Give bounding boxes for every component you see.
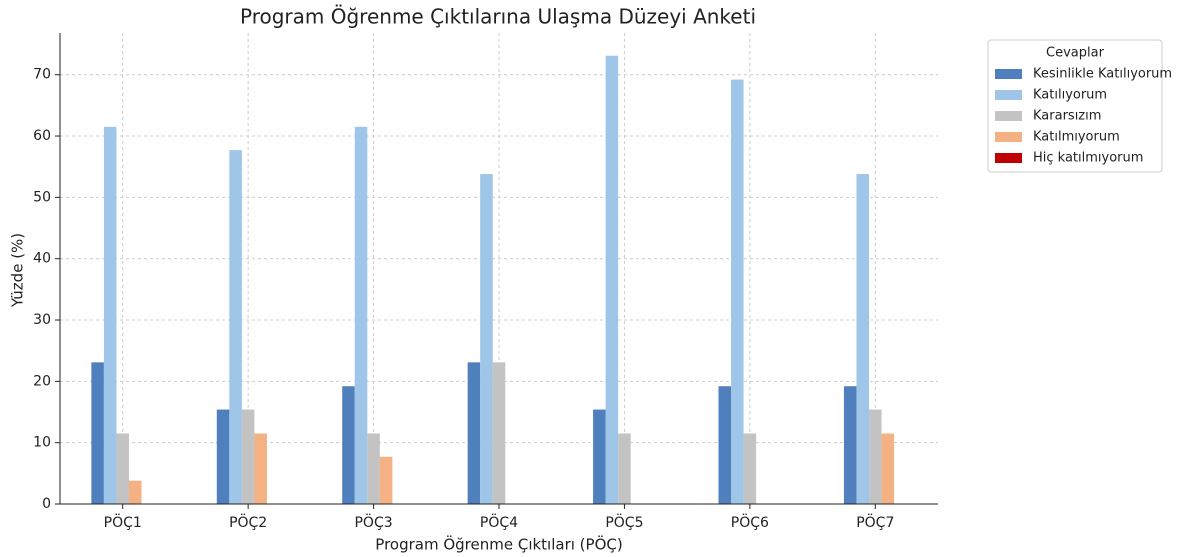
- y-tick-label: 60: [33, 128, 51, 144]
- bar: [618, 433, 631, 504]
- bar: [605, 55, 619, 504]
- bar: [743, 433, 757, 504]
- bar: [216, 409, 230, 504]
- chart-title: Program Öğrenme Çıktılarına Ulaşma Düzey…: [240, 5, 756, 29]
- x-tick-label: PÖÇ3: [354, 513, 392, 531]
- y-tick-label: 70: [33, 67, 51, 83]
- y-tick-label: 40: [33, 251, 51, 267]
- x-tick-label: PÖÇ5: [605, 513, 643, 531]
- bar: [492, 362, 506, 504]
- bar: [843, 386, 857, 504]
- legend-title: Cevaplar: [1046, 46, 1105, 61]
- bar: [731, 79, 744, 504]
- bar: [593, 409, 606, 504]
- legend-label: Kesinlikle Katılıyorum: [1033, 67, 1172, 82]
- y-axis-label: Yüzde (%): [9, 233, 27, 308]
- legend-swatch: [995, 111, 1022, 121]
- bar: [354, 126, 368, 504]
- x-tick-label: PÖÇ6: [731, 513, 769, 531]
- bar: [367, 433, 380, 504]
- bar: [379, 456, 393, 504]
- x-axis-label: Program Öğrenme Çıktıları (PÖÇ): [375, 535, 622, 554]
- legend-swatch: [995, 69, 1022, 79]
- bar: [480, 174, 493, 504]
- bar: [116, 433, 129, 504]
- bar: [342, 386, 355, 504]
- bar: [229, 150, 242, 504]
- x-tick-label: PÖÇ1: [104, 513, 142, 531]
- legend-box: [987, 39, 1163, 173]
- legend-swatch: [995, 132, 1022, 142]
- bar: [869, 409, 882, 504]
- legend-label: Hiç katılmıyorum: [1033, 151, 1143, 166]
- bar: [881, 433, 895, 504]
- bar: [91, 362, 104, 504]
- legend-label: Katılmıyorum: [1033, 130, 1120, 145]
- legend-label: Kararsızım: [1033, 109, 1101, 124]
- bar: [254, 433, 267, 504]
- legend-label: Katılıyorum: [1033, 88, 1107, 103]
- y-tick-label: 10: [33, 435, 51, 451]
- y-tick-label: 0: [42, 496, 51, 512]
- bar: [467, 362, 481, 504]
- bar: [128, 480, 142, 504]
- y-tick-label: 20: [33, 373, 51, 389]
- legend-swatch: [995, 90, 1022, 100]
- bar: [103, 126, 117, 504]
- x-tick-label: PÖÇ2: [229, 513, 267, 531]
- bar: [241, 409, 255, 504]
- y-tick-label: 50: [33, 189, 51, 205]
- y-tick-label: 30: [33, 312, 51, 328]
- bar: [718, 386, 732, 504]
- x-tick-label: PÖÇ7: [856, 513, 894, 531]
- x-tick-label: PÖÇ4: [480, 513, 518, 531]
- legend-swatch: [995, 153, 1022, 163]
- bar: [856, 174, 870, 504]
